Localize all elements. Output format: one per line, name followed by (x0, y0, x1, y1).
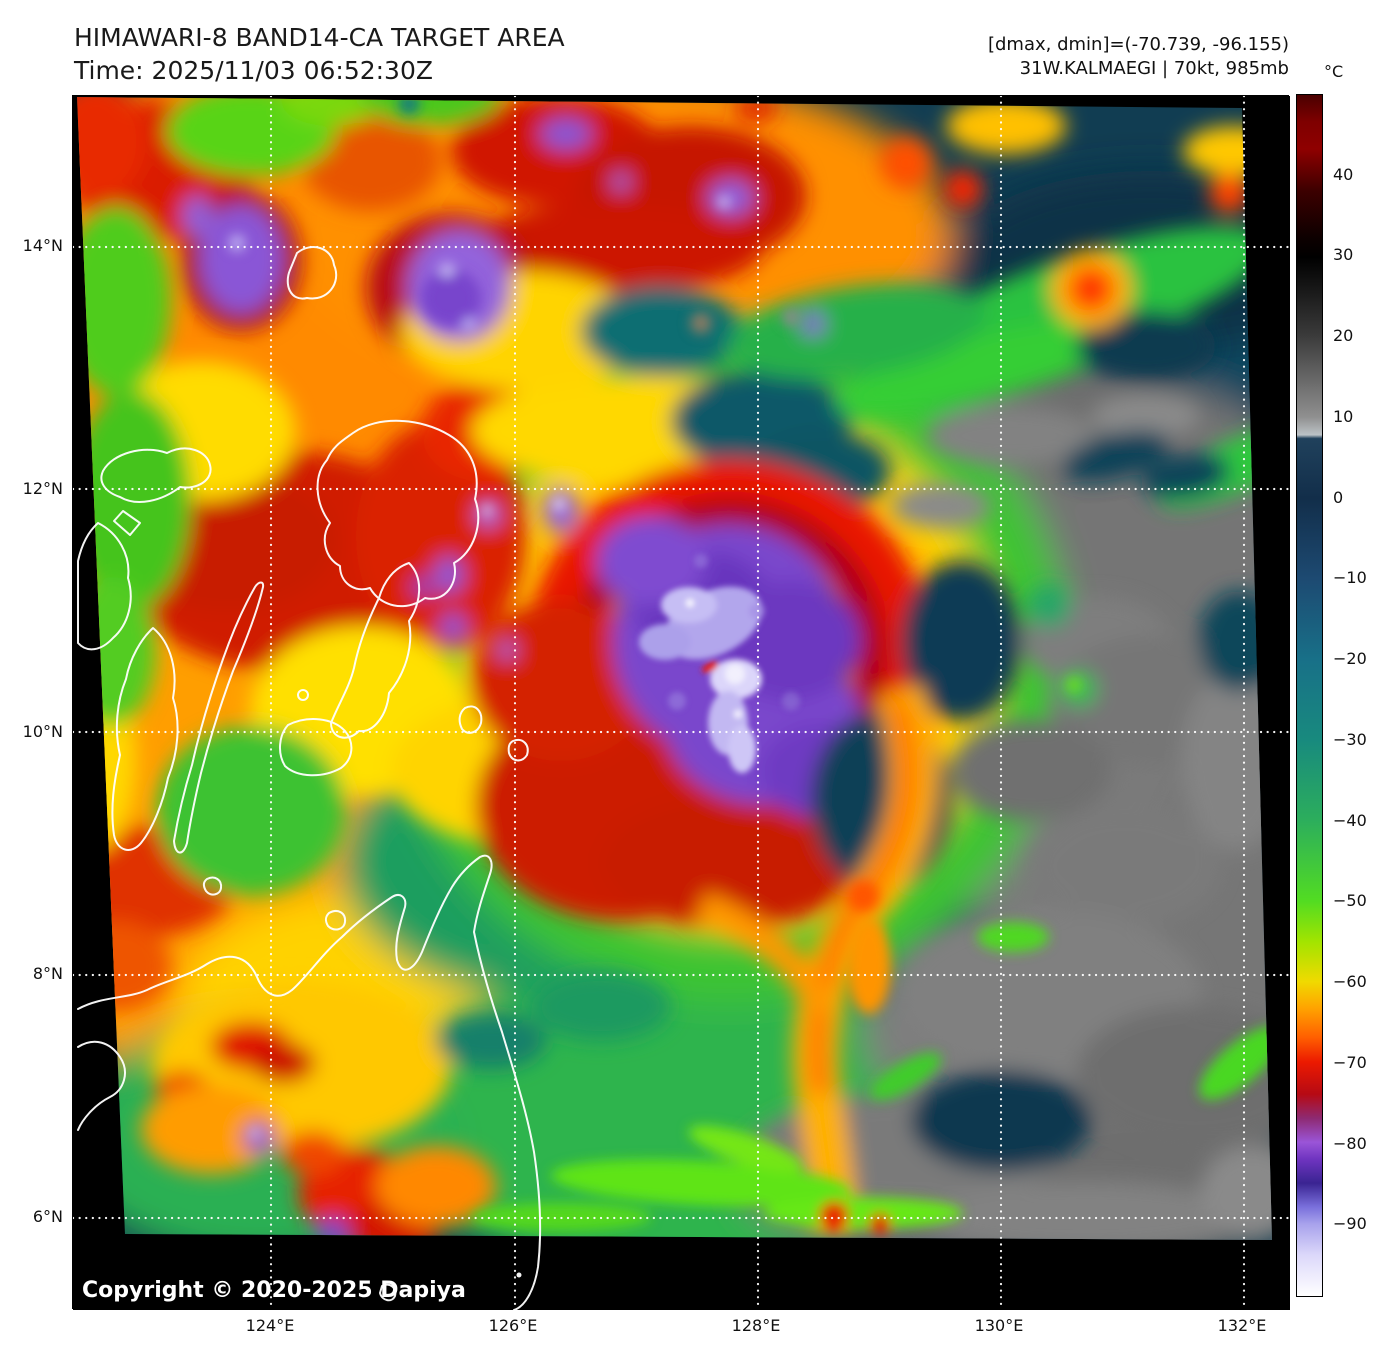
lat-tick-label: 10°N (22, 721, 63, 741)
colorbar-tick-label: 0 (1333, 487, 1344, 507)
colorbar-tick-label: 20 (1333, 326, 1354, 346)
header: HIMAWARI-8 BAND14-CA TARGET AREA Time: 2… (74, 21, 565, 87)
lat-tick-label: 8°N (32, 964, 63, 984)
colorbar-tick-label: −50 (1333, 891, 1367, 911)
satellite-data-region (77, 97, 1272, 1240)
storm-annotation: 31W.KALMAEGI | 70kt, 985mb (1019, 58, 1289, 79)
coastlines (77, 246, 542, 1310)
colorbar-unit-label: °C (1324, 62, 1344, 81)
colorbar-tick-label: −20 (1333, 649, 1367, 669)
lon-tick-label: 126°E (488, 1316, 538, 1335)
satellite-image (73, 96, 1290, 1310)
colorbar-tick-label: −40 (1333, 810, 1367, 830)
graticule-grid (73, 96, 1290, 1310)
lon-tick-label: 132°E (1217, 1316, 1267, 1335)
colorbar-tick-label: −70 (1333, 1052, 1367, 1072)
colorbar-tick-label: 40 (1333, 164, 1354, 184)
lon-tick-label: 124°E (245, 1316, 295, 1335)
colorbar (1296, 94, 1323, 1297)
lat-tick-label: 14°N (22, 236, 63, 255)
colorbar-tick-label: 10 (1333, 406, 1354, 426)
colorbar-tick-label: −90 (1333, 1214, 1367, 1234)
lat-tick-label: 6°N (32, 1207, 63, 1226)
lon-tick-label: 128°E (731, 1316, 781, 1335)
colorbar-tick-label: −80 (1333, 1133, 1367, 1153)
colorbar-tick-label: −10 (1333, 568, 1367, 588)
colorbar-tick-label: 30 (1333, 245, 1354, 265)
colorbar-tick-label: −30 (1333, 729, 1367, 749)
copyright-text: Copyright © 2020-2025 Dapiya (82, 1278, 466, 1303)
lat-tick-label: 12°N (22, 478, 63, 498)
product-title: HIMAWARI-8 BAND14-CA TARGET AREA (74, 23, 565, 52)
annotations: [dmax, dmin]=(-70.739, -96.155) 31W.KALM… (988, 33, 1289, 81)
dmax-dmin-annotation: [dmax, dmin]=(-70.739, -96.155) (987, 34, 1289, 55)
product-time: Time: 2025/11/03 06:52:30Z (74, 56, 433, 85)
lon-tick-label: 130°E (974, 1316, 1024, 1335)
satellite-map-frame (72, 95, 1290, 1310)
colorbar-tick-label: −60 (1333, 972, 1367, 992)
